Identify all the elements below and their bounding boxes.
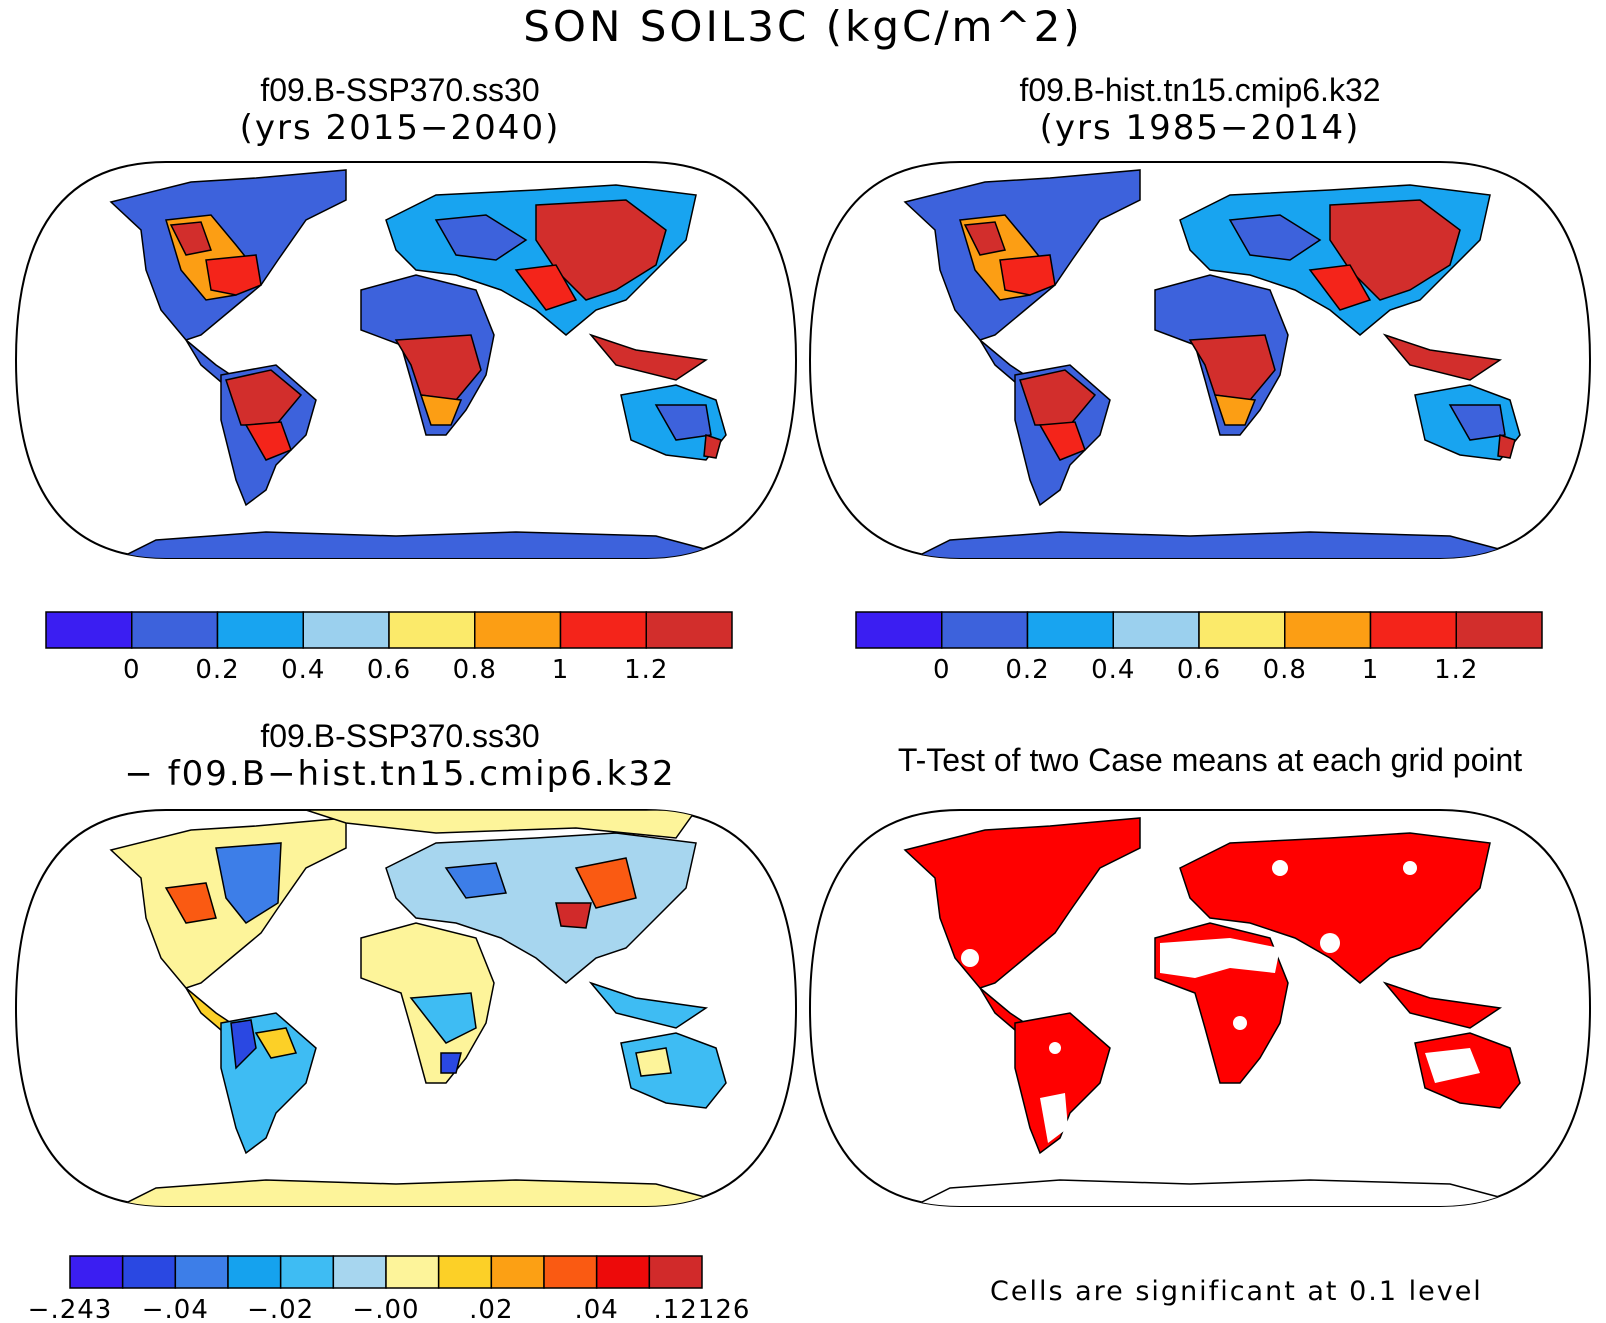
colorbar-swatch	[279, 1255, 335, 1289]
colorbar-tick-label: −.243	[28, 1295, 113, 1323]
colorbar-swatch	[1112, 611, 1200, 649]
map-panel-difference	[14, 809, 798, 1207]
continent-south-america	[1014, 364, 1111, 507]
colorbar-swatch	[385, 1255, 440, 1289]
continent-north-america	[903, 817, 1141, 989]
continent-australia	[620, 384, 727, 461]
ttest-significance-note: Cells are significant at 0.1 level	[990, 1276, 1483, 1307]
panel-2-years: (yrs 1985−2014)	[1039, 108, 1361, 148]
panel-4-ttest-title: T-Test of two Case means at each grid po…	[897, 742, 1523, 778]
colorbar-swatch	[490, 1255, 545, 1289]
panel-1-title: f09.B-SSP370.ss30 (yrs 2015−2040)	[10, 72, 790, 148]
continent-antarctica	[115, 531, 717, 558]
colorbar-swatch	[1455, 611, 1543, 649]
colorbar-swatch	[45, 611, 133, 649]
colorbar-swatch	[332, 1255, 387, 1289]
panel-3-title: f09.B-SSP370.ss30 − f09.B−hist.tn15.cmip…	[10, 718, 790, 794]
colorbar-swatch	[437, 1255, 493, 1289]
continent-southeast-asia	[1382, 333, 1503, 381]
continent-north-america	[109, 169, 347, 341]
colorbar-absolute-2: 0 0.2 0.4 0.6 0.8 1 1.2	[855, 611, 1543, 685]
panel-1-case: f09.B-SSP370.ss30	[260, 72, 540, 108]
map-panel-hist	[808, 161, 1592, 559]
continent-australia	[620, 1032, 727, 1109]
colorbar-tick-label: 0	[123, 655, 141, 685]
colorbar-swatch	[1284, 611, 1372, 649]
colorbar-tick-label: 1	[1362, 655, 1380, 685]
colorbar-tick-label: 0.6	[367, 655, 411, 685]
continent-africa	[360, 274, 495, 436]
colorbar-tick-label: 0.8	[1263, 655, 1307, 685]
colorbar-swatch	[302, 611, 390, 649]
colorbar-swatch	[216, 611, 304, 649]
colorbar-tick-label: −.04	[142, 1295, 209, 1323]
colorbar-tick-label: −.00	[352, 1295, 419, 1323]
colorbar-swatch	[645, 611, 733, 649]
colorbar-tick-label: 0.2	[1005, 655, 1049, 685]
colorbar-swatch	[69, 1255, 124, 1289]
continent-southeast-asia	[588, 981, 709, 1029]
continent-eurasia	[385, 184, 697, 336]
colorbar-tick-label: 0.6	[1177, 655, 1221, 685]
colorbar-swatch	[855, 611, 943, 649]
continent-north-america	[903, 169, 1141, 341]
colorbar-swatch	[121, 1255, 177, 1289]
colorbar-difference: −.243 −.04 −.02 −.00 .02 .04 .12126	[28, 1255, 751, 1323]
colorbar-tick-label: .04	[574, 1295, 618, 1323]
colorbar-tick-label: 1.2	[624, 655, 668, 685]
continent-antarctica	[909, 1179, 1511, 1206]
continent-australia	[1414, 384, 1521, 461]
panel-2-title: f09.B-hist.tn15.cmip6.k32 (yrs 1985−2014…	[810, 72, 1590, 148]
colorbar-tick-label: −.02	[247, 1295, 314, 1323]
panel-1-years: (yrs 2015−2040)	[239, 108, 561, 148]
colorbar-tick-label: 0	[933, 655, 951, 685]
colorbar-tick-label: .12126	[654, 1295, 751, 1323]
continent-north-america	[109, 817, 347, 989]
panel-4-title: T-Test of two Case means at each grid po…	[820, 742, 1600, 778]
colorbar-swatch	[1198, 611, 1286, 649]
continent-southeast-asia	[588, 333, 709, 381]
colorbar-swatch	[174, 1255, 229, 1289]
map-panel-ttest	[808, 809, 1592, 1207]
colorbar-swatch	[559, 611, 647, 649]
colorbar-swatch	[543, 1255, 598, 1289]
colorbar-tick-label: 0.4	[1091, 655, 1135, 685]
colorbar-tick-label: 0.2	[195, 655, 239, 685]
continent-south-america	[220, 364, 317, 507]
continent-eurasia	[1179, 184, 1491, 336]
continent-antarctica	[909, 531, 1511, 558]
colorbar-swatch	[941, 611, 1029, 649]
colorbar-swatch	[474, 611, 562, 649]
colorbar-swatch	[595, 1255, 651, 1289]
colorbar-absolute-1: 0 0.2 0.4 0.6 0.8 1 1.2	[45, 611, 733, 685]
colorbar-swatch	[1026, 611, 1114, 649]
colorbar-tick-label: 1	[552, 655, 570, 685]
colorbar-swatch	[1369, 611, 1457, 649]
panel-2-case: f09.B-hist.tn15.cmip6.k32	[1019, 72, 1381, 108]
colorbar-swatch	[227, 1255, 282, 1289]
continent-africa	[360, 922, 495, 1084]
continent-south-america	[220, 1012, 317, 1155]
nonsignificant-areas	[961, 860, 1480, 1143]
map-panel-ssp370	[14, 161, 798, 559]
continent-antarctica	[115, 1179, 717, 1206]
colorbar-tick-label: 0.4	[281, 655, 325, 685]
panel-3-minus-case: − f09.B−hist.tn15.cmip6.k32	[124, 754, 676, 794]
continent-southeast-asia	[1382, 981, 1503, 1029]
colorbar-tick-label: 0.8	[453, 655, 497, 685]
colorbar-swatch	[648, 1255, 703, 1289]
colorbar-swatch	[388, 611, 476, 649]
continent-africa	[1154, 274, 1289, 436]
colorbar-tick-label: .02	[469, 1295, 513, 1323]
continent-eurasia	[305, 810, 698, 984]
colorbar-swatch	[131, 611, 219, 649]
figure-title: SON SOIL3C (kgC/m^2)	[523, 2, 1083, 51]
colorbar-tick-label: 1.2	[1434, 655, 1478, 685]
panel-3-case: f09.B-SSP370.ss30	[260, 718, 540, 754]
